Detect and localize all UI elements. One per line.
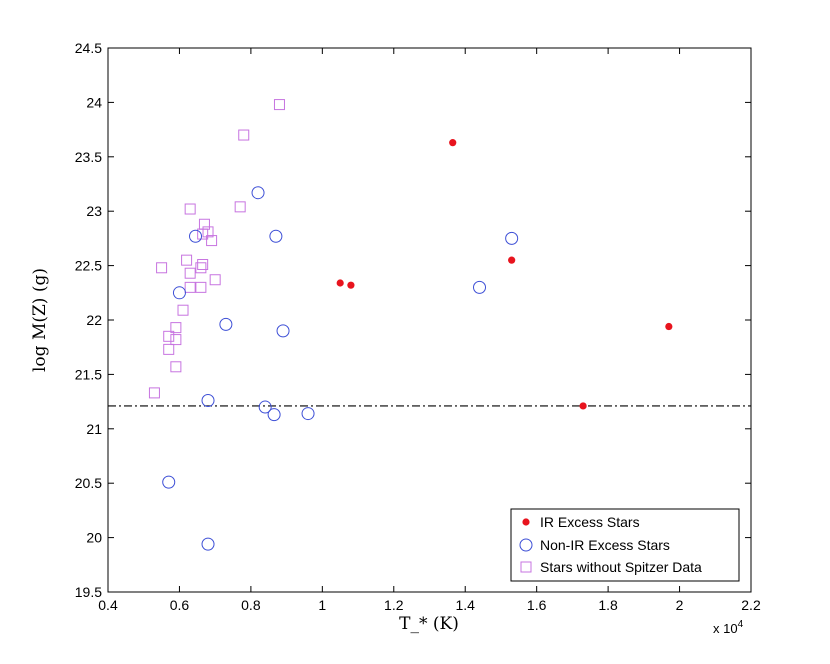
x-tick-label: 1.8: [598, 597, 618, 613]
non-ir-excess-point: [219, 317, 233, 331]
no-spitzer-point: [209, 274, 221, 286]
x-tick-label: 2.2: [741, 597, 761, 613]
x-multiplier-exponent: 4: [738, 619, 744, 630]
y-tick-label: 21.5: [75, 366, 102, 382]
legend-marker-ir-excess: [522, 518, 530, 526]
no-spitzer-point: [273, 99, 285, 111]
no-spitzer-point: [184, 203, 196, 215]
legend: IR Excess Stars Non-IR Excess Stars Star…: [510, 508, 740, 582]
legend-label-non-ir-excess: Non-IR Excess Stars: [540, 537, 670, 553]
y-tick-label: 24.5: [75, 40, 102, 56]
no-spitzer-point: [163, 330, 175, 342]
non-ir-excess-point: [505, 231, 519, 245]
x-axis-title: T_* (K): [399, 614, 459, 634]
no-spitzer-point: [177, 304, 189, 316]
x-tick-label: 1: [318, 597, 326, 613]
no-spitzer-point: [197, 259, 209, 271]
no-spitzer-point: [156, 262, 168, 274]
y-tick-label: 22: [86, 312, 102, 328]
non-ir-excess-point: [251, 186, 265, 200]
no-spitzer-point: [195, 262, 207, 274]
x-tick-label: 1.2: [384, 597, 404, 613]
no-spitzer-point: [170, 322, 182, 334]
ir-excess-point: [665, 322, 673, 331]
y-tick-label: 21: [86, 421, 102, 437]
legend-label-ir-excess: IR Excess Stars: [540, 514, 640, 530]
legend-box: [510, 508, 740, 582]
legend-markers: [519, 518, 533, 573]
no-spitzer-point: [170, 361, 182, 373]
no-spitzer-point: [234, 201, 246, 213]
x-tick-label: 2: [676, 597, 684, 613]
data-points-layer: [148, 99, 673, 551]
non-ir-excess-point: [267, 408, 281, 422]
no-spitzer-point: [195, 281, 207, 293]
non-ir-excess-point: [301, 407, 315, 421]
no-spitzer-point: [206, 235, 218, 247]
ir-excess-point: [579, 402, 587, 410]
y-tick-label: 22.5: [75, 258, 102, 274]
x-tick-label: 1.4: [455, 597, 475, 613]
non-ir-excess-point: [473, 280, 487, 294]
plot-background: [108, 48, 751, 592]
axis-ticks-layer: 0.4 0.6 0.8 1 1.2 1.4 1.6 1.8 2 2.2 19.5 20 20.5 21 21…: [75, 40, 761, 613]
y-tick-label: 24: [86, 94, 102, 110]
non-ir-excess-point: [172, 286, 186, 300]
no-spitzer-point: [238, 129, 250, 141]
non-ir-excess-point: [269, 229, 283, 243]
non-ir-excess-point: [162, 475, 176, 489]
no-spitzer-point: [163, 343, 175, 355]
no-spitzer-point: [148, 387, 160, 399]
x-tick-label: 1.6: [527, 597, 547, 613]
no-spitzer-point: [181, 254, 193, 266]
non-ir-excess-point: [276, 324, 290, 338]
no-spitzer-point: [184, 267, 196, 279]
non-ir-excess-point: [201, 394, 215, 408]
no-spitzer-point: [184, 281, 196, 293]
legend-marker-no-spitzer: [520, 561, 532, 573]
non-ir-excess-point: [258, 400, 272, 414]
y-tick-label: 23.5: [75, 149, 102, 165]
ir-excess-point: [449, 139, 457, 147]
x-multiplier-label: x 104: [713, 619, 744, 636]
no-spitzer-point: [170, 334, 182, 346]
y-axis-title: log M(Z) (g): [30, 268, 50, 372]
ir-excess-point: [508, 256, 516, 264]
y-tick-label: 23: [86, 203, 102, 219]
y-tick-label: 19.5: [75, 584, 102, 600]
ir-excess-point: [336, 279, 344, 287]
non-ir-excess-point: [201, 537, 215, 551]
non-ir-excess-point: [189, 229, 203, 243]
y-tick-label: 20.5: [75, 475, 102, 491]
ir-excess-point: [347, 281, 355, 289]
x-multiplier-base: x 10: [713, 621, 738, 636]
x-tick-label: 0.6: [170, 597, 190, 613]
y-tick-label: 20: [86, 530, 102, 546]
x-tick-label: 0.4: [98, 597, 118, 613]
legend-label-no-spitzer: Stars without Spitzer Data: [540, 559, 702, 575]
no-spitzer-point: [197, 228, 209, 240]
x-tick-label: 0.8: [241, 597, 261, 613]
legend-marker-non-ir-excess: [519, 538, 533, 552]
